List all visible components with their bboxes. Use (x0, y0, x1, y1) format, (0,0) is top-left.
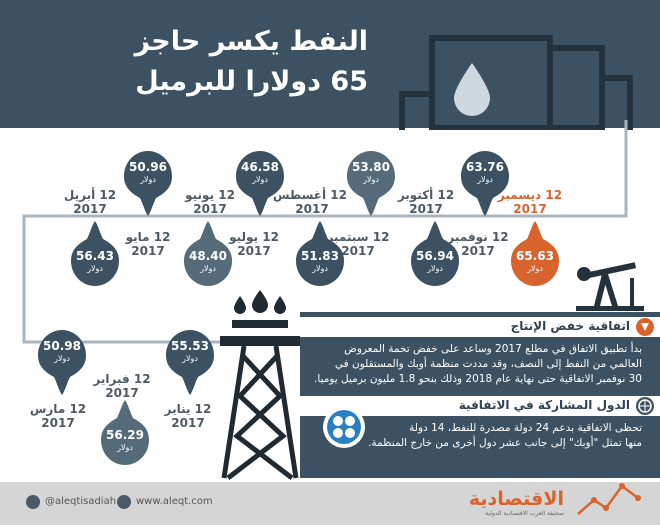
oil-tank-icon (399, 35, 633, 130)
page-title-line1: النفط يكسر حاجز (134, 26, 368, 57)
price-unit: دولار (117, 443, 133, 452)
timeline-bottom-date-label: 12 يناير 2017 (164, 402, 212, 430)
timeline-top-date-label: 12 أغسطس 2017 (272, 188, 347, 216)
section-production-cut-header: اتفاقية خفض الإنتاج (300, 317, 660, 337)
timeline-top-date-label: 12 يوليو 2017 (229, 230, 279, 258)
price-unit: دولار (182, 354, 198, 363)
price-value: 51.83 (301, 249, 339, 263)
drop-shape (461, 151, 509, 216)
timeline-bottom-drop: 56.29 دولار (100, 395, 150, 465)
section-participants-title: الدول المشاركة في الاتفاقية (458, 398, 630, 412)
section-participants-header: الدول المشاركة في الاتفاقية (300, 396, 660, 416)
price-value: 56.94 (416, 249, 454, 263)
header-banner: النفط يكسر حاجز 65 دولارا للبرميل (0, 0, 660, 130)
drop-shape (236, 151, 284, 216)
timeline-top-drop: 46.58 دولار (235, 146, 285, 216)
drop-shape (124, 151, 172, 216)
price-value: 50.96 (129, 160, 167, 174)
price-value: 48.40 (189, 249, 227, 263)
timeline-top-drop: 53.80 دولار (346, 146, 396, 216)
price-unit: دولار (54, 354, 70, 363)
timeline-top-drop: 48.40 دولار (183, 216, 233, 286)
timeline-top-drop: 51.83 دولار (295, 216, 345, 286)
price-unit: دولار (312, 264, 328, 273)
section-participants-text: تحظى الاتفاقية بدعم 24 دولة مصدرة للنفط،… (368, 422, 642, 449)
price-unit: دولار (527, 264, 543, 273)
price-value: 56.29 (106, 428, 144, 442)
timeline-bottom-date-label: 12 مارس 2017 (29, 402, 87, 430)
website-icon (117, 495, 131, 509)
section-production-cut-title: اتفاقية خفض الإنتاج (510, 319, 630, 333)
drop-shape (38, 330, 86, 395)
timeline-top-drop: 56.43 دولار (70, 216, 120, 286)
twitter-icon (26, 495, 40, 509)
timeline-top-date-label: 12 مايو 2017 (125, 230, 171, 258)
warning-icon (636, 318, 654, 336)
info-panel (300, 312, 660, 478)
price-unit: دولار (200, 264, 216, 273)
twitter-handle[interactable]: @aleqtisadiah (45, 496, 117, 507)
pump-jack-icon (576, 262, 644, 311)
globe-icon (636, 397, 654, 415)
drop-shape (71, 221, 119, 286)
drop-shape (511, 221, 559, 286)
timeline-top-date-label: 12 ديسمبر 2017 (497, 188, 563, 216)
footer-bar (0, 482, 660, 525)
drop-shape (101, 400, 149, 465)
timeline-top-date-label: 12 أكتوبر 2017 (397, 188, 455, 216)
price-value: 55.53 (171, 339, 209, 353)
price-value: 63.76 (466, 160, 504, 174)
trend-line-icon (577, 483, 641, 515)
page-title-line2: 65 دولارا للبرميل (135, 66, 368, 97)
price-value: 53.80 (352, 160, 390, 174)
oil-derrick-icon (220, 290, 300, 480)
drop-shape (166, 330, 214, 395)
price-unit: دولار (477, 175, 493, 184)
drop-shape (347, 151, 395, 216)
price-unit: دولار (252, 175, 268, 184)
timeline-bottom-drop: 55.53 دولار (165, 325, 215, 395)
timeline-top-drop: 63.76 دولار (460, 146, 510, 216)
timeline-top-date-label: 12 أبريل 2017 (63, 188, 117, 216)
timeline-bottom-drop: 50.98 دولار (37, 325, 87, 395)
timeline-top-date-label: 12 سبتمبر 2017 (326, 230, 390, 258)
price-unit: دولار (87, 264, 103, 273)
brand-logo-text: الاقتصادية (468, 488, 564, 510)
drop-shape (296, 221, 344, 286)
timeline-top-date-label: 12 نوفمبر 2017 (447, 230, 509, 258)
website-link[interactable]: www.aleqt.com (136, 496, 213, 507)
timeline-bottom-date-label: 12 فبراير 2017 (93, 372, 151, 400)
section-production-cut-text: بدأ تطبيق الاتفاق في مطلع 2017 وساعد على… (314, 343, 642, 385)
price-value: 50.98 (43, 339, 81, 353)
price-unit: دولار (140, 175, 156, 184)
drop-shape (411, 221, 459, 286)
price-value: 65.63 (516, 249, 554, 263)
timeline-top-drop: 50.96 دولار (123, 146, 173, 216)
opec-logo (323, 406, 365, 448)
drop-shape (184, 221, 232, 286)
price-value: 56.43 (76, 249, 114, 263)
price-value: 46.58 (241, 160, 279, 174)
timeline-top-drop: 56.94 دولار (410, 216, 460, 286)
price-unit: دولار (427, 264, 443, 273)
price-unit: دولار (363, 175, 379, 184)
timeline-top-drop: 65.63 دولار (510, 216, 560, 286)
brand-tagline: صحيفة العرب الاقتصادية الدولية (485, 510, 564, 517)
timeline-top-date-label: 12 يونيو 2017 (185, 188, 235, 216)
